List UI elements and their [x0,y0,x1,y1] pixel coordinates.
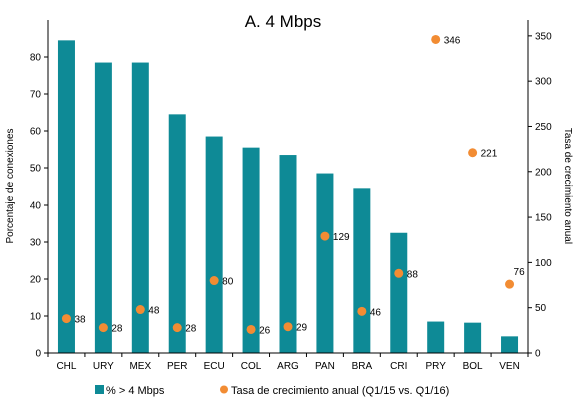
right-axis-title: Tasa de crecimiento anual [562,128,573,244]
point-label-arg: 29 [296,323,308,334]
bar-ury [94,62,112,354]
x-tick-label: URY [93,361,114,372]
bar-per [168,114,186,353]
x-tick-label: COL [241,361,262,372]
bar-arg [279,155,297,353]
point-bra [357,306,367,316]
right-tick-label: 150 [535,213,552,224]
point-chl [61,314,71,324]
point-label-mex: 48 [148,306,160,317]
bar-bra [353,188,371,353]
point-label-chl: 38 [74,315,86,326]
point-labels: 38 28 48 28 80 26 29 129 46 88 346 221 76 [74,35,525,336]
right-tick-label: 250 [535,122,552,133]
x-tick-label: MEX [129,361,151,372]
left-tick-label: 20 [30,275,42,286]
x-tick-label: ECU [204,361,225,372]
point-label-cri: 88 [407,269,419,280]
bar-ven [501,336,519,353]
x-tick-label: BOL [463,361,483,372]
point-label-ven: 76 [514,267,526,278]
point-col [246,324,256,334]
bar-col [242,147,260,353]
point-mex [135,305,145,315]
bar-cri [390,232,408,353]
chart-title: A. 4 Mbps [245,12,322,31]
point-label-ecu: 80 [222,277,234,288]
x-tick-label: BRA [352,361,373,372]
legend-point-label: Tasa de crecimiento anual (Q1/15 vs. Q1/… [231,385,449,397]
point-label-bra: 46 [370,307,382,318]
left-axis-ticks: 0 10 20 30 40 50 60 70 80 [30,53,48,360]
left-tick-label: 30 [30,238,42,249]
x-axis-ticks: CHL URY MEX PER ECU COL ARG PAN BRA CRI PRY BOL VEN [47,353,529,372]
left-axis-title: Porcentaje de conexiones [5,128,16,243]
right-tick-label: 200 [535,167,552,178]
point-ven [505,279,515,289]
right-tick-label: 100 [535,258,552,269]
left-tick-label: 70 [30,90,42,101]
x-tick-label: PER [167,361,188,372]
x-tick-label: ARG [277,361,299,372]
left-tick-label: 60 [30,127,42,138]
point-per [172,323,182,333]
point-cri [394,268,404,278]
bar-bol [464,322,482,353]
bar-chl [57,40,75,353]
legend-bar-label: % > 4 Mbps [106,385,165,397]
x-tick-label: PAN [315,361,335,372]
right-tick-label: 0 [535,349,541,360]
point-pry [431,34,441,44]
bar-ecu [205,136,223,353]
x-tick-label: VEN [499,361,520,372]
left-tick-label: 0 [35,349,41,360]
point-label-pry: 346 [444,35,461,46]
x-tick-label: PRY [425,361,446,372]
point-arg [283,322,293,332]
left-tick-label: 40 [30,201,42,212]
right-tick-label: 50 [535,303,547,314]
point-label-col: 26 [259,325,271,336]
point-label-ury: 28 [111,324,123,335]
legend-point-swatch [220,385,228,394]
point-pan [320,231,330,241]
x-tick-label: CHL [56,361,76,372]
legend: % > 4 Mbps Tasa de crecimiento anual (Q1… [95,385,449,397]
left-tick-label: 10 [30,312,42,323]
point-bol [468,148,478,158]
bar-pan [316,173,334,353]
x-tick-label: CRI [390,361,407,372]
bar-pry [427,321,445,353]
legend-bar-swatch [95,385,104,394]
bar-mex [131,62,149,354]
point-label-per: 28 [185,324,197,335]
point-ecu [209,276,219,286]
right-tick-label: 300 [535,77,552,88]
point-ury [98,323,108,333]
right-tick-label: 350 [535,31,552,42]
left-tick-label: 80 [30,53,42,64]
bar-series [57,40,519,354]
left-tick-label: 50 [30,164,42,175]
point-label-bol: 221 [481,149,498,160]
point-label-pan: 129 [333,232,350,243]
point-series [61,34,515,334]
right-axis-ticks: 0 50 100 150 200 250 300 350 [528,31,552,360]
